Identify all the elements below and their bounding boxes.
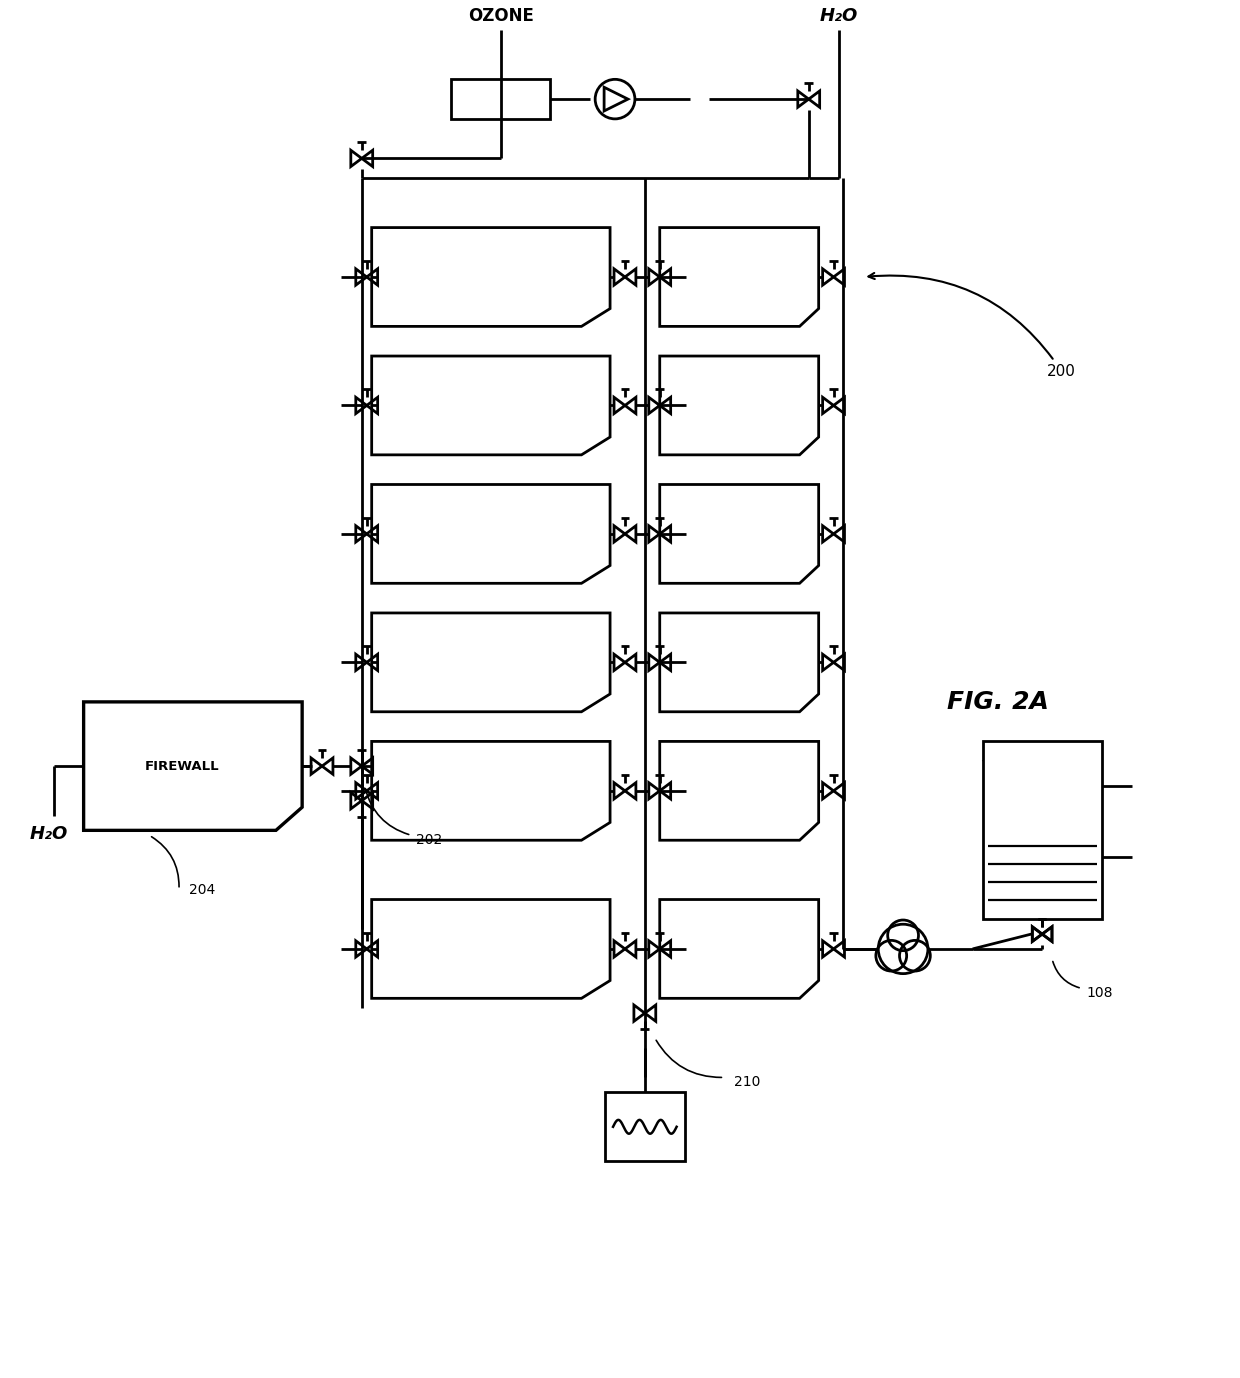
Text: 204: 204 [188,883,216,897]
Bar [605,1093,684,1162]
Text: OZONE: OZONE [467,7,533,25]
Bar [451,80,551,119]
Text: 210: 210 [734,1075,760,1090]
Text: 200: 200 [868,273,1076,379]
Bar [982,741,1102,919]
Text: 108: 108 [1086,987,1114,1000]
Text: FIREWALL: FIREWALL [145,759,219,773]
Text: FIG. 2A: FIG. 2A [946,690,1048,714]
Text: H₂O: H₂O [820,7,858,25]
Text: H₂O: H₂O [30,825,68,843]
Text: 202: 202 [417,834,443,847]
